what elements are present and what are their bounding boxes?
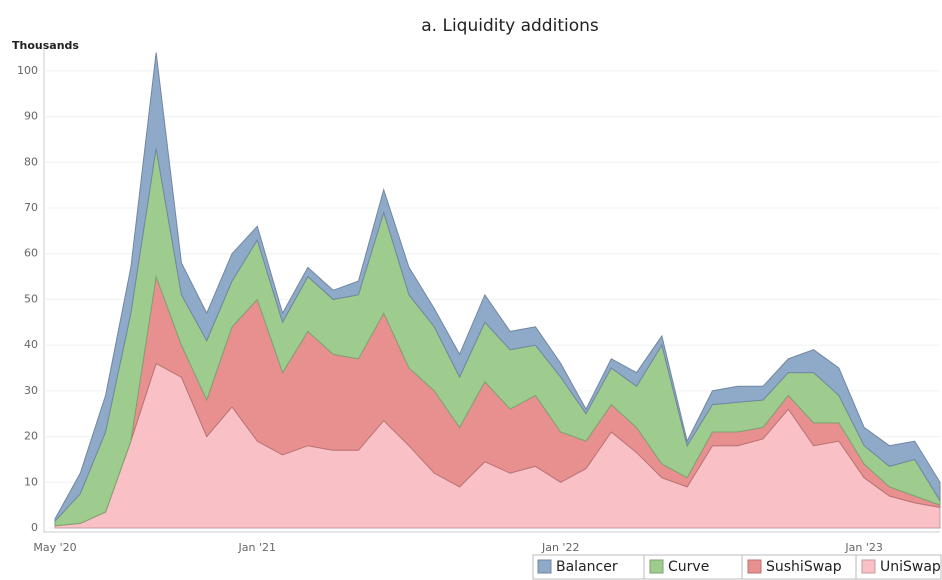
chart-title: a. Liquidity additions bbox=[421, 16, 599, 36]
y-tick-label: 30 bbox=[24, 384, 38, 397]
legend-swatch bbox=[747, 559, 762, 574]
x-tick-label: Jan '21 bbox=[238, 541, 276, 554]
x-tick-label: Jan '22 bbox=[541, 541, 579, 554]
legend-swatch bbox=[537, 559, 552, 574]
legend-label: Curve bbox=[668, 559, 709, 575]
y-tick-label: 20 bbox=[24, 430, 38, 443]
y-tick-label: 70 bbox=[24, 201, 38, 214]
y-tick-label: 100 bbox=[17, 64, 38, 77]
y-tick-label: 90 bbox=[24, 110, 38, 123]
legend-swatch bbox=[649, 559, 664, 574]
y-tick-label: 50 bbox=[24, 292, 38, 305]
y-tick-label: 0 bbox=[31, 521, 38, 534]
y-tick-label: 60 bbox=[24, 247, 38, 260]
y-axis-label: Thousands bbox=[12, 39, 79, 52]
y-tick-label: 10 bbox=[24, 475, 38, 488]
x-tick-label: Jan '23 bbox=[844, 541, 882, 554]
legend-label: SushiSwap bbox=[766, 559, 842, 575]
legend-swatch bbox=[861, 559, 876, 574]
x-tick-label: May '20 bbox=[33, 541, 76, 554]
legend-label: UniSwap bbox=[880, 559, 941, 575]
y-tick-label: 80 bbox=[24, 155, 38, 168]
legend-label: Balancer bbox=[556, 559, 618, 575]
y-tick-label: 40 bbox=[24, 338, 38, 351]
area bbox=[54, 52, 941, 523]
